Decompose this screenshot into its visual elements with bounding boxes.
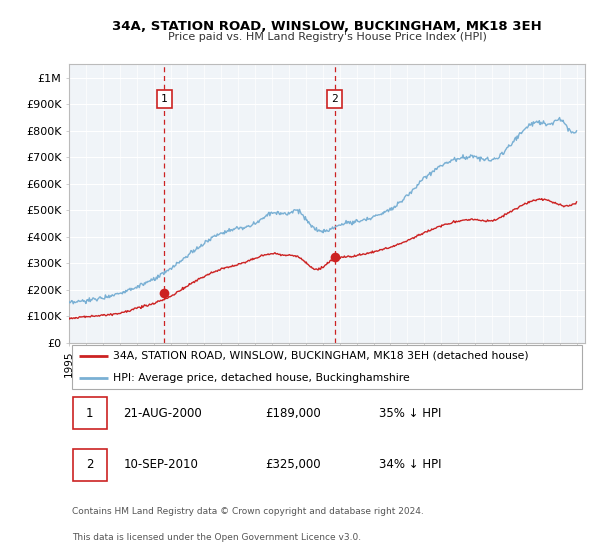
Text: £189,000: £189,000 [265, 407, 321, 420]
Text: Contains HM Land Registry data © Crown copyright and database right 2024.: Contains HM Land Registry data © Crown c… [71, 507, 424, 516]
Text: HPI: Average price, detached house, Buckinghamshire: HPI: Average price, detached house, Buck… [113, 373, 410, 383]
FancyBboxPatch shape [71, 344, 583, 389]
Text: Price paid vs. HM Land Registry's House Price Index (HPI): Price paid vs. HM Land Registry's House … [167, 32, 487, 43]
Text: 1: 1 [161, 94, 168, 104]
FancyBboxPatch shape [73, 449, 107, 480]
Text: 1: 1 [86, 407, 94, 420]
Text: This data is licensed under the Open Government Licence v3.0.: This data is licensed under the Open Gov… [71, 533, 361, 542]
Text: 34A, STATION ROAD, WINSLOW, BUCKINGHAM, MK18 3EH: 34A, STATION ROAD, WINSLOW, BUCKINGHAM, … [112, 20, 542, 32]
Text: 34% ↓ HPI: 34% ↓ HPI [379, 458, 441, 471]
Text: 35% ↓ HPI: 35% ↓ HPI [379, 407, 441, 420]
Text: £325,000: £325,000 [265, 458, 321, 471]
Text: 34A, STATION ROAD, WINSLOW, BUCKINGHAM, MK18 3EH (detached house): 34A, STATION ROAD, WINSLOW, BUCKINGHAM, … [113, 351, 529, 361]
Text: 2: 2 [331, 94, 338, 104]
Text: 21-AUG-2000: 21-AUG-2000 [123, 407, 202, 420]
FancyBboxPatch shape [73, 397, 107, 430]
Text: 10-SEP-2010: 10-SEP-2010 [123, 458, 198, 471]
Text: 2: 2 [86, 458, 94, 471]
